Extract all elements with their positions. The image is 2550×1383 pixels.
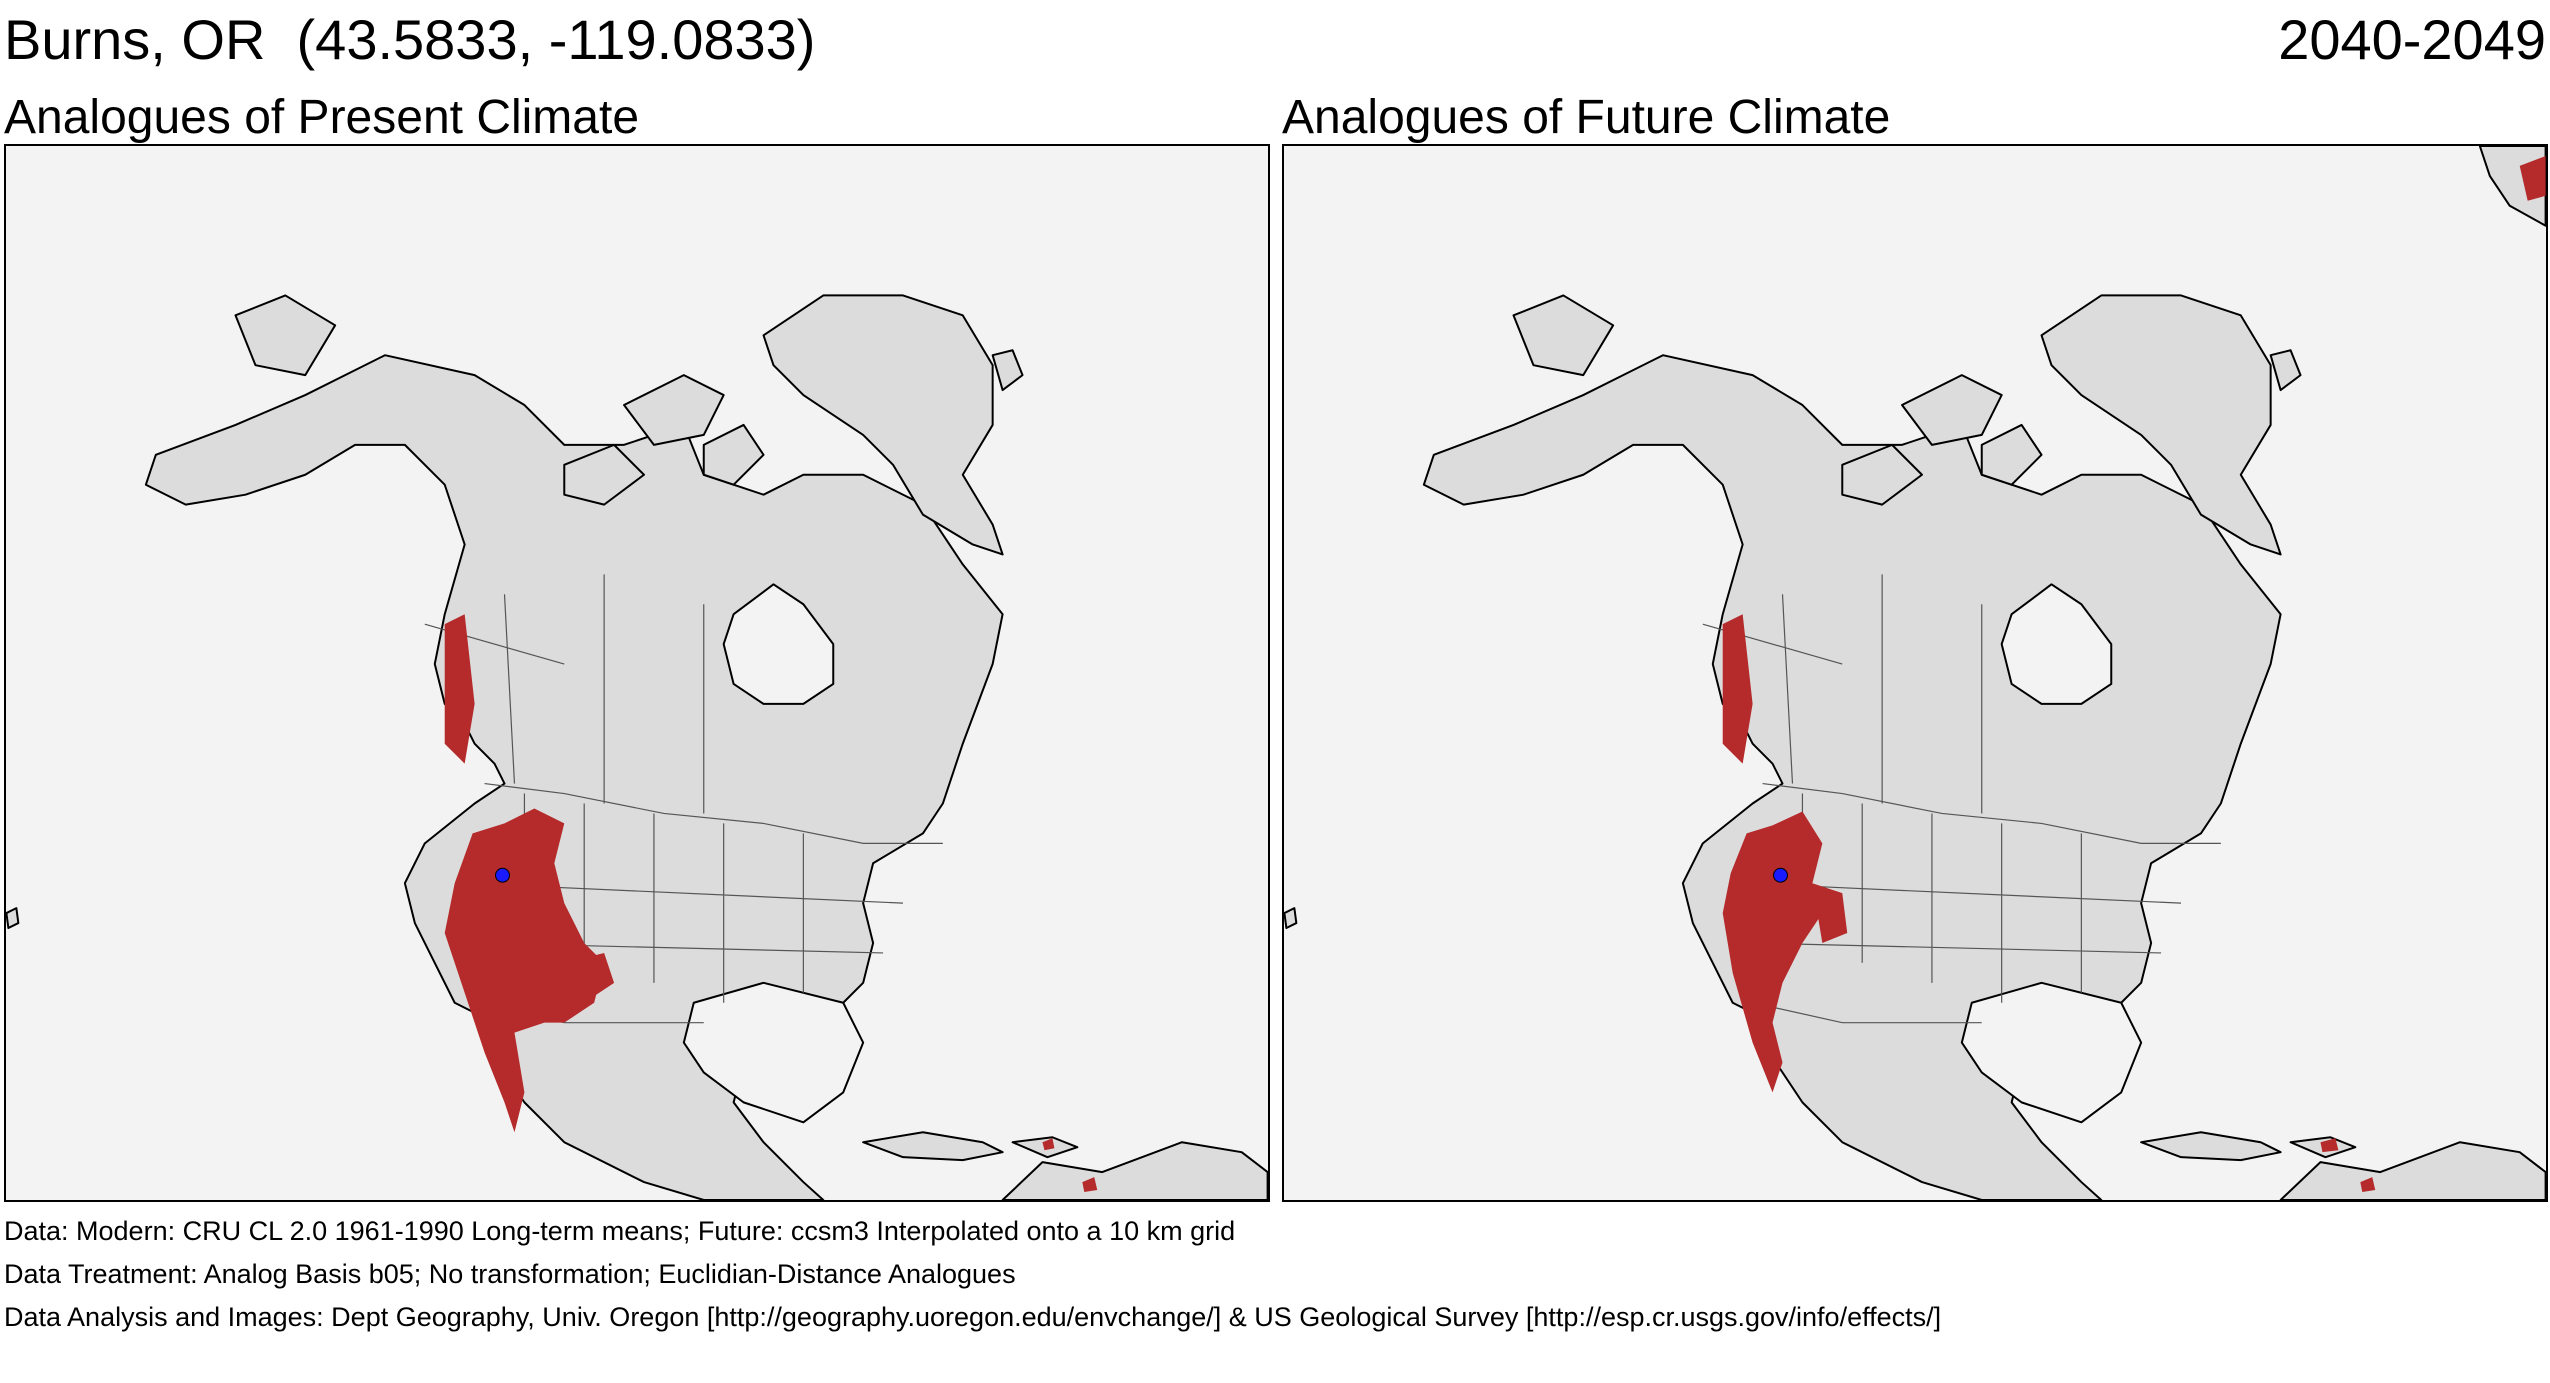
arctic-island-2	[1841, 443, 1923, 506]
alaska-region	[234, 294, 337, 377]
south-america	[2279, 1141, 2546, 1200]
canada-us-border	[1762, 782, 2221, 844]
arctic-island-1	[1901, 374, 2003, 446]
greenland	[762, 294, 1004, 556]
present-climate-map	[4, 144, 1270, 1202]
canada-us-border	[484, 782, 943, 844]
land-masses	[6, 294, 1268, 1200]
site-title: Burns, OR (43.5833, -119.0833)	[4, 8, 816, 71]
land-masses	[1284, 146, 2546, 1200]
hudson-bay	[2000, 583, 2113, 705]
labrador-island	[2269, 349, 2302, 392]
analog-region-south-america	[1082, 1177, 1098, 1193]
present-map-svg	[6, 294, 1268, 1200]
site-marker	[1773, 867, 1788, 883]
arctic-island-2	[563, 443, 645, 506]
mexico-border	[1752, 1002, 1982, 1024]
analog-region-coast-north	[1722, 614, 1753, 764]
arctic-island-1	[623, 374, 725, 446]
canada-provinces	[1702, 574, 1983, 814]
analog-region-island	[1042, 1138, 1055, 1151]
analog-region-interior	[564, 952, 615, 1003]
hudson-bay	[722, 583, 835, 705]
future-climate-map	[1282, 144, 2548, 1202]
pacific-islands	[1284, 907, 1298, 930]
site-marker	[495, 867, 510, 883]
south-america	[1001, 1141, 1268, 1200]
present-climate-title: Analogues of Present Climate	[4, 91, 640, 144]
arctic-island-3	[702, 423, 765, 486]
analog-region-main	[1722, 811, 1823, 1093]
time-period: 2040-2049	[2278, 8, 2546, 71]
analog-region-interior	[1812, 883, 1848, 943]
labrador-island	[991, 349, 1024, 392]
analog-regions	[1722, 155, 2546, 1193]
greenland	[2040, 294, 2282, 556]
analog-regions	[444, 614, 1098, 1193]
data-source-note: Data: Modern: CRU CL 2.0 1961-1990 Long-…	[4, 1216, 1236, 1246]
data-treatment-note: Data Treatment: Analog Basis b05; No tra…	[4, 1259, 1016, 1289]
analog-region-main	[444, 808, 605, 1133]
pacific-islands	[6, 907, 20, 930]
future-climate-title: Analogues of Future Climate	[1282, 91, 1891, 144]
alaska-region	[1512, 294, 1615, 377]
analog-region-coast-north	[444, 614, 475, 764]
analog-region-south-america	[2360, 1177, 2376, 1193]
analog-region-island	[2320, 1138, 2339, 1153]
cuba	[862, 1131, 1004, 1162]
cuba	[2140, 1131, 2282, 1162]
data-analysis-note: Data Analysis and Images: Dept Geography…	[4, 1302, 1942, 1332]
analog-region-europe	[2519, 155, 2546, 201]
footer-notes: Data: Modern: CRU CL 2.0 1961-1990 Long-…	[4, 1210, 1941, 1339]
canada-provinces	[424, 574, 705, 814]
arctic-island-3	[1980, 423, 2043, 486]
future-map-svg	[1284, 146, 2546, 1200]
